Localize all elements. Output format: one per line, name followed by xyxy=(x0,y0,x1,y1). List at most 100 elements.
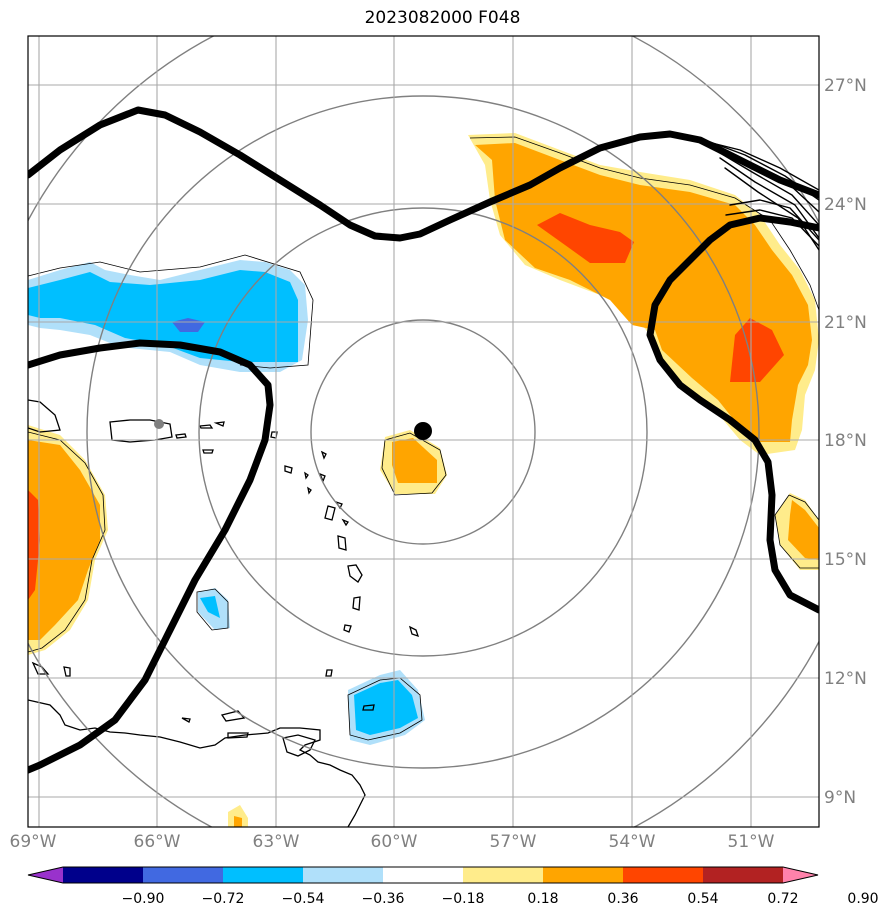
island-6 xyxy=(284,465,293,474)
colorbar-tick-label: −0.18 xyxy=(442,891,485,907)
colorbar-extend-low xyxy=(28,867,63,883)
positive-field-e-core xyxy=(788,500,819,560)
coast-spit xyxy=(227,732,249,739)
island-15 xyxy=(347,564,363,583)
island-22 xyxy=(63,666,71,677)
island-24 xyxy=(220,710,246,722)
packed-contour-g xyxy=(729,199,819,241)
thin-contours xyxy=(28,136,819,741)
storm-center-marker[interactable] xyxy=(414,422,432,440)
colorbar-tick-label: −0.36 xyxy=(362,891,405,907)
colorbar-outline xyxy=(27,866,819,884)
island-17 xyxy=(343,624,352,633)
island-18 xyxy=(408,625,420,638)
colorbar-swatch xyxy=(63,867,144,883)
positive-field-s-core xyxy=(234,816,242,827)
colorbar-tick-label: 0.72 xyxy=(767,891,798,907)
lon-tick-label: 60°W xyxy=(371,832,418,852)
plot-title: 2023082000 F048 xyxy=(364,8,521,28)
contour-se xyxy=(347,677,423,741)
colorbar-tick-label: 0.18 xyxy=(527,891,558,907)
lat-tick-label: 21°N xyxy=(824,313,867,333)
lon-tick-label: 54°W xyxy=(609,832,656,852)
island-20 xyxy=(362,704,375,711)
island-23 xyxy=(181,717,191,723)
negative-field-nw xyxy=(28,270,298,362)
lon-tick-label: 69°W xyxy=(10,832,57,852)
positive-field-center xyxy=(392,438,437,483)
map-frame xyxy=(27,35,820,828)
island-9 xyxy=(318,472,326,483)
lat-tick-labels: 27°N 24°N 21°N 18°N 15°N 12°N 9°N xyxy=(824,76,867,808)
positive-field-ne-core1 xyxy=(537,213,634,263)
island-11 xyxy=(324,505,336,521)
island-4 xyxy=(202,449,214,454)
thick-contour-north xyxy=(28,106,819,242)
island-10 xyxy=(307,486,312,495)
colorbar-tick-label: 0.90 xyxy=(847,891,878,907)
colorbar-extend-high xyxy=(783,867,818,883)
packed-contours-ne xyxy=(699,139,819,251)
packed-contour-d xyxy=(714,149,819,226)
colorbar-swatch xyxy=(383,867,464,883)
range-ring-2 xyxy=(198,207,648,657)
contour-ne xyxy=(469,136,819,311)
colorbar-tick-label: −0.54 xyxy=(282,891,325,907)
lat-tick-label: 15°N xyxy=(824,550,867,570)
island-1 xyxy=(175,433,187,439)
lon-tick-label: 51°W xyxy=(728,832,775,852)
colorbar-tick-label: −0.72 xyxy=(202,891,245,907)
contour-e xyxy=(774,494,819,569)
lon-tick-labels: 69°W 66°W 63°W 60°W 57°W 54°W 51°W xyxy=(10,832,775,852)
island-2 xyxy=(198,424,214,429)
colorbar-tick-label: 0.54 xyxy=(687,891,718,907)
positive-field-w-core xyxy=(28,490,40,600)
range-ring-3 xyxy=(86,95,760,769)
lat-tick-label: 18°N xyxy=(824,431,867,451)
colorbar-swatch xyxy=(463,867,544,883)
negative-field-small xyxy=(200,596,220,618)
lon-tick-label: 57°W xyxy=(490,832,537,852)
colorbar-swatch xyxy=(543,867,624,883)
contour-nw xyxy=(28,254,314,369)
island-14 xyxy=(337,535,347,551)
lon-tick-label: 66°W xyxy=(134,832,181,852)
contour-w xyxy=(28,431,106,653)
lat-tick-label: 9°N xyxy=(824,788,856,808)
packed-contour-h xyxy=(725,209,819,247)
positive-field-w xyxy=(28,440,100,640)
contour-center xyxy=(381,432,447,496)
island-16 xyxy=(352,596,361,611)
reference-point-marker[interactable] xyxy=(154,419,164,429)
range-ring-1 xyxy=(310,319,536,545)
thick-contour-west xyxy=(28,339,274,774)
trinidad xyxy=(282,734,316,757)
thick-contour-ne-loop xyxy=(646,214,819,614)
thick-contours xyxy=(28,106,819,774)
colorbar-swatch xyxy=(143,867,224,883)
island-8 xyxy=(320,450,327,460)
colorbar-swatch xyxy=(303,867,384,883)
negative-field-se xyxy=(354,680,418,735)
puerto-rico xyxy=(109,419,173,443)
hispaniola-edge xyxy=(28,399,61,433)
lat-tick-label: 24°N xyxy=(824,195,867,215)
range-rings xyxy=(28,36,819,827)
shaded-fields xyxy=(28,133,819,827)
packed-contour-c xyxy=(709,142,819,213)
colorbar-swatch xyxy=(623,867,704,883)
colorbar-swatch xyxy=(703,867,784,883)
lat-tick-label: 12°N xyxy=(824,669,867,689)
colorbar-tick-label: 0.36 xyxy=(607,891,638,907)
island-13 xyxy=(341,518,349,527)
island-7 xyxy=(304,471,309,480)
positive-field-ne-core2 xyxy=(730,318,784,382)
lat-tick-label: 27°N xyxy=(824,76,867,96)
positive-field-s xyxy=(228,805,248,827)
colorbar: −0.90 −0.72 −0.54 −0.36 −0.18 0.18 0.36 0.54 0.7… xyxy=(27,866,879,907)
colorbar-swatch xyxy=(223,867,304,883)
lon-tick-label: 63°W xyxy=(253,832,300,852)
contour-small xyxy=(196,588,229,631)
packed-contour-b xyxy=(704,139,819,201)
